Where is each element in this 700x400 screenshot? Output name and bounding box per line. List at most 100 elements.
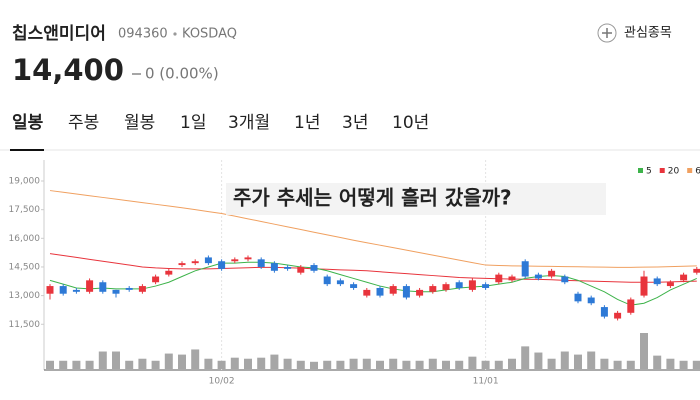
stock-code: 094360	[118, 27, 168, 42]
plus-icon[interactable]	[602, 28, 612, 38]
candle-body	[402, 286, 410, 298]
legend-label: 5	[646, 167, 652, 177]
dot	[173, 32, 177, 36]
tab[interactable]: 3년	[342, 113, 368, 133]
y-tick-label: 17,500	[9, 205, 41, 215]
volume-bar	[442, 360, 450, 369]
candle-body	[99, 282, 107, 292]
tab[interactable]: 월봉	[124, 113, 155, 133]
candle-body	[204, 257, 212, 264]
volume-bar	[178, 354, 186, 369]
tab[interactable]: 일봉	[12, 113, 44, 133]
candle-body	[680, 274, 688, 281]
candle-body	[231, 259, 239, 262]
tab[interactable]: 주봉	[68, 113, 99, 133]
candle-body	[455, 282, 463, 288]
volume-bar	[626, 360, 635, 369]
candle-body	[112, 289, 120, 294]
candle-body	[178, 263, 186, 266]
overlay-bg	[226, 183, 606, 215]
price-change: 0 (0.00%)	[145, 65, 219, 83]
candle-body	[72, 289, 80, 292]
candle-body	[218, 261, 226, 269]
volume-bar	[98, 351, 107, 369]
legend-swatch	[687, 168, 693, 173]
volume-bar	[521, 346, 530, 369]
plot: 11,500 13,000 14,500 16,000 17,500 19,000 10/0…	[9, 160, 700, 387]
ma-line	[49, 190, 697, 268]
volume-bar	[270, 354, 279, 369]
candle-body	[653, 278, 661, 285]
candle-body	[614, 312, 622, 319]
candle-body	[284, 266, 292, 269]
candle-body	[666, 282, 674, 287]
candle-body	[191, 261, 199, 264]
watch-button[interactable]: 관심종목	[597, 23, 672, 43]
volume-bar	[59, 360, 68, 369]
candle-body	[508, 276, 516, 281]
volume-bar	[508, 358, 516, 369]
candle-body	[363, 289, 371, 296]
candle-body	[165, 270, 173, 275]
volume-bar	[362, 358, 371, 369]
candle-body	[323, 276, 331, 285]
candle-body	[587, 297, 595, 304]
tabs: 일봉 주봉 월봉 1일 3개월 1년 3년 10년	[12, 113, 429, 133]
candle-body	[561, 276, 569, 283]
y-tick-label: 16,000	[9, 234, 41, 244]
candle-body	[86, 280, 94, 292]
tab[interactable]: 3개월	[228, 113, 270, 133]
candle-body	[693, 268, 700, 273]
y-tick-label: 14,500	[9, 262, 41, 272]
y-tick-label: 19,000	[9, 177, 41, 187]
volume-bar	[692, 360, 700, 369]
tab[interactable]: 1년	[294, 113, 320, 133]
ma-line	[49, 261, 697, 306]
legend-swatch	[659, 168, 665, 173]
candle-body	[416, 289, 424, 296]
volume-bar	[653, 355, 662, 369]
overlay-title: 주가 추세는 어떻게 흘러 갔을까?	[233, 186, 512, 210]
volume-bar	[389, 358, 398, 369]
plus-circle[interactable]	[597, 23, 617, 43]
volume-bar	[415, 360, 424, 369]
volume-bar	[296, 360, 305, 369]
volume-bar	[336, 360, 345, 369]
y-tick-label: 13,000	[9, 291, 41, 301]
candle-body	[336, 280, 344, 285]
volume-bar	[402, 360, 411, 369]
volume-bar	[72, 360, 81, 369]
y-tick-label: 11,500	[9, 320, 41, 330]
candle-body	[376, 287, 384, 296]
watch-label[interactable]: 관심종목	[624, 26, 672, 41]
stock-name: 칩스앤미디어	[12, 23, 106, 44]
volume-bar	[244, 358, 252, 369]
volume-bar	[283, 358, 292, 369]
volume-bar	[164, 353, 173, 369]
candle-body	[310, 265, 318, 271]
volume-bar	[310, 361, 318, 369]
legend-label: 60	[695, 167, 700, 177]
legend-swatch	[638, 168, 643, 173]
tab[interactable]: 1일	[180, 113, 206, 133]
volume-bar	[547, 358, 556, 369]
tab[interactable]: 10년	[392, 113, 429, 133]
volume-bar	[349, 358, 358, 369]
candle-body	[482, 284, 490, 288]
candle-body	[297, 266, 305, 273]
candle-body	[257, 259, 265, 267]
candle-body	[46, 286, 54, 294]
volume-bar	[534, 352, 543, 369]
volume-bar	[587, 351, 596, 369]
volume-bar	[666, 358, 675, 369]
volume-bar	[600, 358, 609, 369]
volume-bar	[125, 360, 134, 369]
volume-bar	[574, 354, 582, 369]
candle-body	[429, 286, 437, 292]
candle-body	[495, 274, 503, 283]
volume-bar	[640, 333, 648, 369]
candle-body	[389, 286, 397, 294]
x-tick-label: 11/01	[473, 377, 499, 387]
candle-body	[600, 307, 608, 317]
